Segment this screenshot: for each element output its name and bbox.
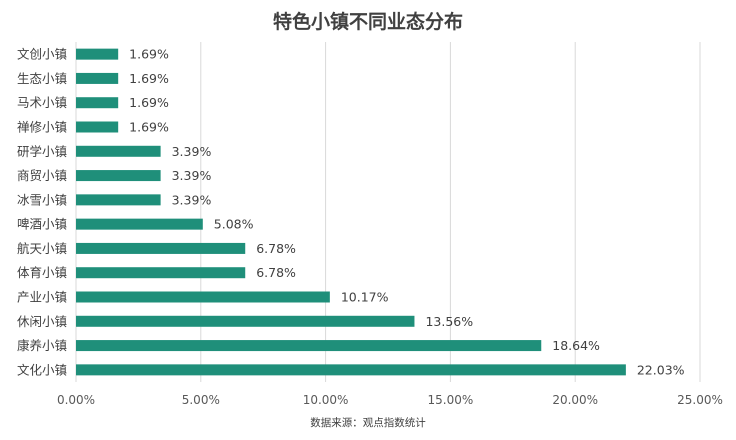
gridlines xyxy=(75,42,701,382)
value-label: 13.56% xyxy=(425,314,473,329)
x-tick-label: 15.00% xyxy=(428,393,474,407)
value-label: 1.69% xyxy=(129,71,169,86)
category-label: 文化小镇 xyxy=(17,362,67,377)
category-label: 体育小镇 xyxy=(17,265,67,280)
bar xyxy=(76,340,542,352)
value-label: 1.69% xyxy=(129,95,169,110)
category-label: 商贸小镇 xyxy=(17,168,67,183)
value-label: 1.69% xyxy=(129,120,169,135)
x-tick-label: 20.00% xyxy=(552,393,598,407)
value-label: 3.39% xyxy=(172,192,212,207)
chart-title: 特色小镇不同业态分布 xyxy=(273,10,463,33)
bar xyxy=(76,48,119,60)
value-label: 22.03% xyxy=(637,362,685,377)
value-label: 3.39% xyxy=(172,144,212,159)
x-tick-label: 5.00% xyxy=(182,393,220,407)
category-label: 文创小镇 xyxy=(17,47,67,62)
value-label: 1.69% xyxy=(129,47,169,62)
bar xyxy=(76,121,119,133)
bar xyxy=(76,194,161,206)
x-axis-ticks: 0.00% 5.00% 10.00% 15.00% 20.00% 25.00% xyxy=(57,393,723,407)
value-label: 6.78% xyxy=(256,241,296,256)
x-tick-label: 0.00% xyxy=(57,393,95,407)
bar xyxy=(76,291,330,303)
bar xyxy=(76,242,246,254)
value-label: 10.17% xyxy=(341,290,389,305)
category-label: 啤酒小镇 xyxy=(17,217,67,232)
value-label: 18.64% xyxy=(552,338,600,353)
x-tick-label: 10.00% xyxy=(303,393,349,407)
bar xyxy=(76,72,119,84)
source-note: 数据来源：观点指数统计 xyxy=(310,416,426,429)
value-label: 3.39% xyxy=(172,168,212,183)
category-label: 康养小镇 xyxy=(17,338,67,353)
value-labels: 1.69%1.69%1.69%1.69%3.39%3.39%3.39%5.08%… xyxy=(129,47,684,378)
category-label: 冰雪小镇 xyxy=(17,192,67,207)
x-tick-label: 25.00% xyxy=(677,393,723,407)
bar xyxy=(76,267,246,279)
bars xyxy=(76,48,626,376)
category-label: 研学小镇 xyxy=(17,144,67,159)
bar xyxy=(76,218,203,230)
bar xyxy=(76,170,161,182)
bar xyxy=(76,315,415,327)
category-label: 航天小镇 xyxy=(17,241,67,256)
value-label: 5.08% xyxy=(214,217,254,232)
bar xyxy=(76,364,626,376)
category-labels: 文创小镇生态小镇马术小镇禅修小镇研学小镇商贸小镇冰雪小镇啤酒小镇航天小镇体育小镇… xyxy=(17,47,67,378)
category-label: 休闲小镇 xyxy=(17,314,67,329)
category-label: 产业小镇 xyxy=(17,290,67,305)
category-label: 禅修小镇 xyxy=(17,120,67,135)
value-label: 6.78% xyxy=(256,265,296,280)
category-label: 生态小镇 xyxy=(17,71,67,86)
bar xyxy=(76,145,161,157)
bar xyxy=(76,97,119,109)
category-label: 马术小镇 xyxy=(17,95,67,110)
